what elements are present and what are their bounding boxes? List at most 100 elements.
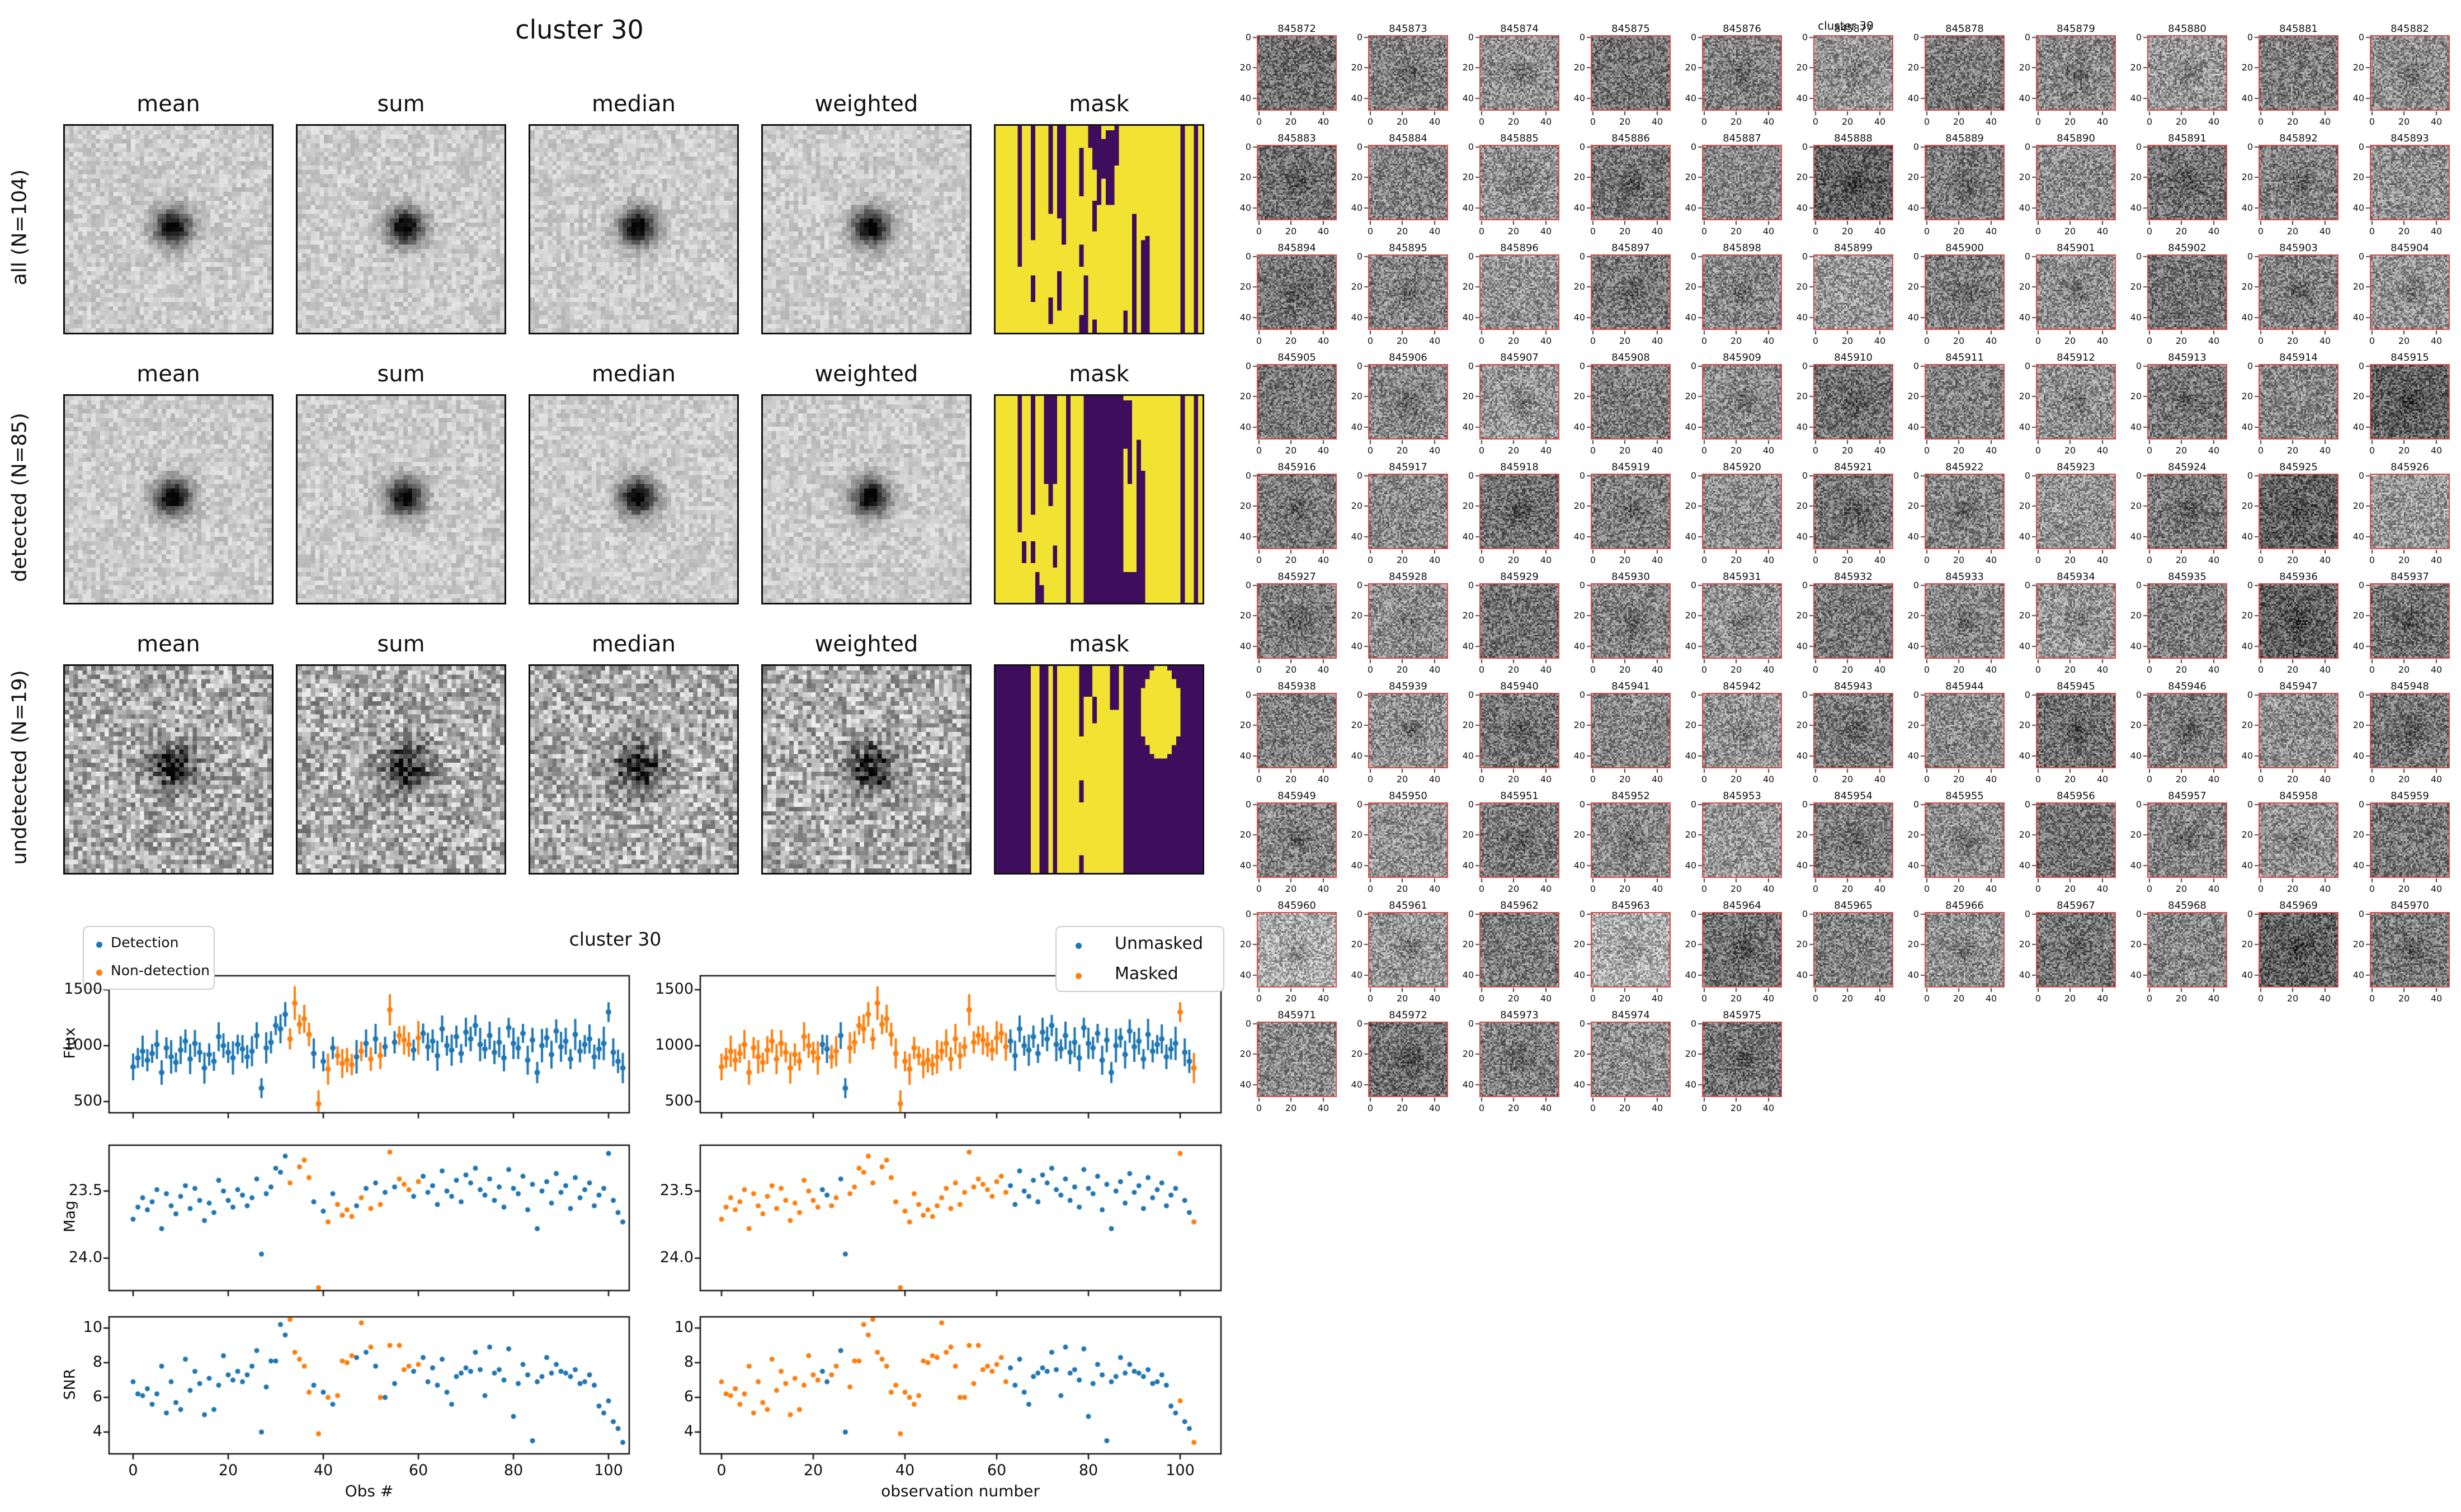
thumbnail-ytick-label: 40 — [2130, 641, 2142, 651]
thumbnail-ytick-label: 0 — [2135, 689, 2142, 700]
thumbnail-ytick-label: 20 — [2241, 500, 2253, 511]
thumbnail-xtick-label: 40 — [2430, 664, 2443, 675]
thumbnail-ytick-label: 0 — [2358, 799, 2364, 810]
thumbnail-xtick-label: 40 — [1317, 774, 1329, 785]
thumbnail-image — [2259, 693, 2339, 768]
thumbnail-xtick-label: 0 — [1367, 116, 1374, 127]
thumbnail-ytick-label: 40 — [2241, 860, 2253, 871]
thumbnail-xtick-label: 0 — [1256, 445, 1262, 456]
thumbnail-image — [1702, 1022, 1782, 1097]
thumbnail-ytick-label: 20 — [2241, 720, 2253, 730]
stamp-column-header: median — [592, 631, 676, 657]
thumbnail-xtick-label: 20 — [2286, 226, 2299, 237]
thumbnail-xtick-label: 40 — [1428, 774, 1441, 785]
thumbnail-image — [1813, 802, 1893, 878]
thumbnail-xtick-label: 40 — [2096, 226, 2109, 237]
thumbnail-ytick-label: 20 — [1796, 281, 1808, 292]
thumbnail-ytick-label: 0 — [1356, 799, 1362, 810]
thumbnail-ytick-label: 0 — [2024, 799, 2030, 810]
thumbnail-xtick-label: 40 — [1762, 664, 1775, 675]
thumbnail-xtick-label: 0 — [1701, 993, 1708, 1004]
thumbnail-title: 845939 — [1389, 681, 1427, 692]
thumbnail-title: 845914 — [2279, 352, 2318, 363]
stamp-row-label: detected (N=85) — [8, 413, 31, 582]
thumbnail-xtick-label: 40 — [1762, 555, 1775, 565]
thumbnail-image — [2036, 912, 2116, 987]
scatter-panel-title: cluster 30 — [569, 928, 662, 950]
thumbnail-image — [1813, 145, 1893, 220]
thumbnail-image — [2147, 912, 2227, 987]
thumbnail-xtick-label: 0 — [2146, 226, 2153, 237]
thumbnail-ytick-label: 40 — [1685, 970, 1696, 980]
thumbnail-xtick-label: 20 — [1730, 1103, 1742, 1113]
thumbnail-xtick-label: 40 — [1540, 445, 1552, 456]
thumbnail-xtick-label: 0 — [2035, 555, 2042, 565]
yaxis-label-mag: Mag — [61, 1201, 79, 1232]
thumbnail-title: 845932 — [1834, 571, 1873, 583]
thumbnail-xtick-label: 40 — [1874, 774, 1886, 785]
thumbnail-xtick-label: 40 — [2430, 116, 2443, 127]
thumbnail-xtick-label: 0 — [2257, 445, 2264, 456]
stamp-sum-row1 — [296, 394, 506, 604]
thumbnail-ytick-label: 0 — [1579, 1018, 1585, 1029]
xtick-label: 60 — [987, 1462, 1007, 1479]
thumbnail-title: 845908 — [1611, 352, 1650, 363]
thumbnail-image — [1479, 364, 1559, 440]
thumbnail-image — [2259, 474, 2339, 549]
thumbnail-image — [1257, 1022, 1337, 1097]
thumbnail-ytick-label: 40 — [2130, 93, 2142, 103]
thumbnail-xtick-label: 0 — [2257, 226, 2264, 237]
thumbnail-ytick-label: 20 — [1351, 391, 1362, 401]
thumbnail-ytick-label: 20 — [1239, 1048, 1251, 1059]
thumbnail-ytick-label: 40 — [1462, 422, 1474, 432]
thumbnail-ytick-label: 20 — [2019, 610, 2030, 621]
thumbnail-xtick-label: 20 — [1730, 664, 1742, 675]
thumbnail-ytick-label: 20 — [1907, 172, 1919, 182]
thumbnail-xtick-label: 0 — [1923, 116, 1930, 127]
thumbnail-xtick-label: 40 — [1540, 336, 1552, 346]
thumbnail-ytick-label: 0 — [2135, 32, 2142, 42]
thumbnail-ytick-label: 40 — [2130, 750, 2142, 761]
thumbnail-cell: 845937 0 20 40 0 20 40 — [2337, 566, 2454, 684]
thumbnail-cell: 845909 0 20 40 0 20 40 — [1670, 347, 1786, 465]
thumbnail-ytick-label: 20 — [1239, 62, 1251, 73]
thumbnail-title: 845971 — [1277, 1009, 1316, 1021]
thumbnail-image — [1368, 802, 1448, 878]
thumbnail-image — [2036, 583, 2116, 659]
thumbnail-ytick-label: 20 — [2019, 391, 2030, 401]
thumbnail-xtick-label: 0 — [1701, 883, 1708, 894]
thumbnail-xtick-label: 20 — [1953, 774, 1965, 785]
thumbnail-cell: 845901 0 20 40 0 20 40 — [2003, 238, 2120, 356]
thumbnail-xtick-label: 40 — [1428, 555, 1441, 565]
thumbnail-cell: 845972 0 20 40 0 20 40 — [1336, 1005, 1453, 1123]
thumbnail-title: 845875 — [1611, 23, 1650, 35]
thumbnail-xtick-label: 40 — [2430, 993, 2443, 1004]
thumbnail-xtick-label: 40 — [1651, 883, 1663, 894]
thumbnail-ytick-label: 20 — [1796, 391, 1808, 401]
thumbnail-cell: 845884 0 20 40 0 20 40 — [1336, 128, 1453, 246]
thumbnail-title: 845928 — [1389, 571, 1427, 583]
thumbnail-xtick-label: 40 — [2096, 336, 2109, 346]
thumbnail-xtick-label: 20 — [1396, 445, 1408, 456]
thumbnail-xtick-label: 40 — [2096, 883, 2109, 894]
thumbnail-ytick-label: 0 — [1802, 251, 1808, 262]
thumbnail-xtick-label: 20 — [2064, 555, 2076, 565]
thumbnail-cell: 845900 0 20 40 0 20 40 — [1892, 238, 2009, 356]
thumbnail-ytick-label: 0 — [1690, 361, 1696, 371]
thumbnail-xtick-label: 0 — [1256, 664, 1262, 675]
thumbnail-xtick-label: 0 — [1478, 445, 1485, 456]
ytick-label: 4 — [683, 1423, 694, 1440]
yaxis-label-snr: SNR — [61, 1368, 79, 1400]
thumbnail-xtick-label: 20 — [1396, 1103, 1408, 1113]
thumbnail-ytick-label: 20 — [1796, 829, 1808, 840]
thumbnail-xtick-label: 0 — [2369, 336, 2375, 346]
xtick-label: 80 — [503, 1462, 524, 1479]
thumbnail-title: 845890 — [2057, 133, 2095, 144]
thumbnail-title: 845935 — [2168, 571, 2207, 583]
ytick-label: 24.0 — [68, 1249, 102, 1266]
thumbnail-ytick-label: 20 — [1239, 829, 1251, 840]
thumbnail-xtick-label: 0 — [2146, 116, 2153, 127]
thumbnail-xtick-label: 40 — [2430, 226, 2443, 237]
thumbnail-xtick-label: 40 — [2208, 993, 2220, 1004]
